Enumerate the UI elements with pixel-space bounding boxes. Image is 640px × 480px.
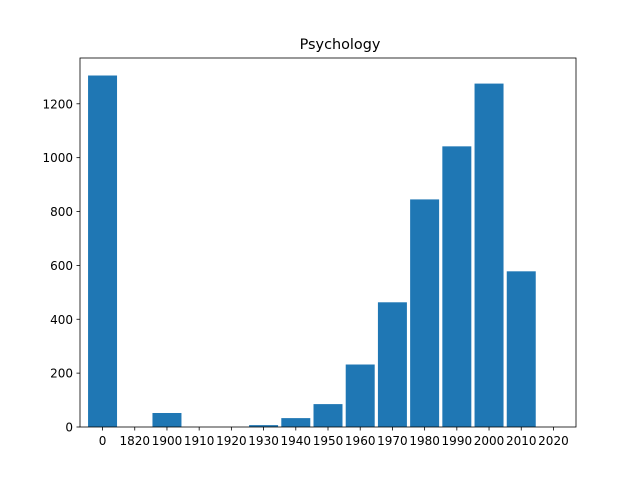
- bars-group: [88, 75, 536, 428]
- y-tick-label-1000: 1000: [42, 151, 73, 165]
- bar-1900: [152, 412, 182, 427]
- x-tick-label-0: 0: [99, 434, 107, 448]
- x-tick-label-1960: 1960: [345, 434, 376, 448]
- bar-1990: [442, 146, 472, 427]
- bar-0: [88, 75, 118, 428]
- bar-2010: [506, 271, 536, 427]
- x-tick-label-1820: 1820: [119, 434, 150, 448]
- y-tick-label-600: 600: [50, 259, 73, 273]
- bar-1980: [410, 199, 440, 427]
- x-tick-label-1970: 1970: [377, 434, 408, 448]
- bar-1940: [281, 418, 311, 427]
- chart-title: Psychology: [300, 37, 381, 53]
- x-tick-label-1930: 1930: [248, 434, 279, 448]
- y-tick-label-800: 800: [50, 205, 73, 219]
- bar-1970: [377, 302, 407, 427]
- y-tick-label-0: 0: [65, 421, 73, 435]
- y-tick-label-200: 200: [50, 367, 73, 381]
- x-tick-label-1950: 1950: [313, 434, 344, 448]
- x-tick-label-2000: 2000: [474, 434, 505, 448]
- x-tick-label-1980: 1980: [409, 434, 440, 448]
- bar-1950: [313, 404, 343, 427]
- x-tick-label-1920: 1920: [216, 434, 247, 448]
- x-tick-label-1940: 1940: [281, 434, 312, 448]
- x-tick-label-2010: 2010: [506, 434, 537, 448]
- y-axis-ticks: 0 200 400 600 800 1000 1200: [42, 97, 80, 435]
- bar-2000: [474, 83, 504, 428]
- y-tick-label-400: 400: [50, 313, 73, 327]
- bar-1960: [345, 364, 375, 427]
- x-tick-label-1990: 1990: [442, 434, 473, 448]
- x-axis-ticks: 0 1820 1900 1910 1920 1930 1940 1950 1960 1970 198…: [99, 427, 569, 448]
- x-tick-label-2020: 2020: [538, 434, 569, 448]
- x-tick-label-1900: 1900: [152, 434, 183, 448]
- bar-1930: [249, 425, 279, 427]
- y-tick-label-1200: 1200: [42, 97, 73, 111]
- x-tick-label-1910: 1910: [184, 434, 215, 448]
